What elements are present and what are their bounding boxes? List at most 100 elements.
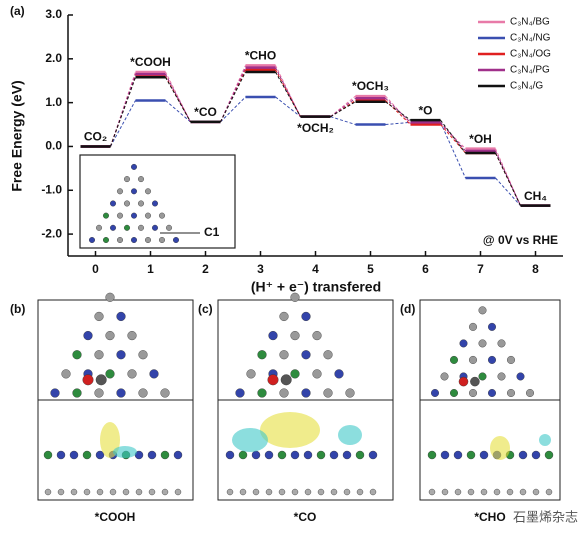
- atom: [277, 450, 287, 460]
- atom: [225, 450, 235, 460]
- x-tick-label: 7: [477, 262, 484, 276]
- panel-caption: *COOH: [95, 510, 136, 524]
- atom: [290, 292, 300, 302]
- connector: [220, 69, 246, 123]
- atom: [323, 350, 333, 360]
- atom: [144, 236, 151, 243]
- step-label: CH₄: [524, 189, 547, 203]
- atom: [109, 200, 116, 207]
- atom: [72, 350, 82, 360]
- atom: [135, 488, 143, 496]
- connector: [495, 177, 521, 206]
- atom: [173, 450, 183, 460]
- atom: [83, 330, 93, 341]
- atom: [441, 488, 449, 496]
- x-tick-label: 8: [532, 262, 539, 276]
- atom: [147, 450, 157, 460]
- atom: [123, 176, 130, 183]
- atom: [130, 236, 137, 243]
- atom: [526, 389, 535, 398]
- atom: [144, 188, 151, 195]
- connector: [385, 121, 411, 126]
- connector: [220, 71, 246, 123]
- atom: [82, 450, 92, 460]
- atom: [428, 488, 436, 496]
- atom: [95, 224, 102, 231]
- connector: [330, 101, 356, 118]
- step-label: *OH: [469, 132, 492, 146]
- atom: [130, 163, 137, 170]
- connector: [275, 96, 301, 118]
- connector: [165, 76, 191, 123]
- atom: [431, 389, 440, 398]
- atom: [172, 236, 179, 243]
- adsorbate-atom: [95, 374, 107, 386]
- atom: [105, 292, 115, 302]
- panel-label: (b): [10, 302, 25, 316]
- atom: [268, 330, 278, 341]
- connector: [385, 101, 411, 121]
- atom: [343, 488, 351, 496]
- atom: [70, 488, 78, 496]
- atom: [158, 236, 165, 243]
- step-label: CO₂: [84, 130, 107, 144]
- connector: [440, 122, 466, 152]
- x-tick-label: 3: [257, 262, 264, 276]
- connector: [440, 119, 466, 154]
- atom: [94, 311, 104, 322]
- atom: [478, 372, 487, 381]
- atom: [138, 350, 148, 360]
- atom: [102, 212, 109, 219]
- atom: [453, 450, 463, 460]
- adsorbate-atom: [82, 374, 94, 386]
- atom: [127, 330, 137, 341]
- atom: [532, 488, 540, 496]
- atom: [130, 212, 137, 219]
- atom: [342, 450, 352, 460]
- atom: [61, 369, 71, 379]
- atom: [130, 188, 137, 195]
- atom: [144, 212, 151, 219]
- atom: [507, 355, 516, 364]
- connector: [330, 97, 356, 118]
- atom: [323, 388, 333, 398]
- atom: [450, 389, 459, 398]
- atom: [279, 311, 289, 322]
- panel-label: (a): [10, 4, 25, 18]
- connector: [385, 100, 411, 125]
- atom: [450, 355, 459, 364]
- atom: [469, 355, 478, 364]
- atom: [301, 388, 311, 398]
- legend-label: C₃N₄/OG: [510, 49, 551, 60]
- atom: [57, 488, 65, 496]
- atom: [459, 339, 468, 348]
- step-label: *OCH₂: [297, 121, 334, 135]
- connector: [385, 95, 411, 125]
- atom: [278, 488, 286, 496]
- atom: [116, 311, 126, 322]
- atom: [251, 450, 261, 460]
- atom: [94, 350, 104, 360]
- atom: [50, 388, 60, 398]
- connector: [330, 100, 356, 118]
- atom: [88, 236, 95, 243]
- atom: [160, 388, 170, 398]
- atom: [116, 188, 123, 195]
- atom: [356, 488, 364, 496]
- atom: [151, 224, 158, 231]
- atom: [301, 350, 311, 360]
- atom: [122, 488, 130, 496]
- atom: [96, 488, 104, 496]
- adsorbate-atom: [470, 376, 480, 387]
- inset-frame: [79, 154, 236, 249]
- watermark: 石墨烯杂志: [513, 509, 578, 524]
- charge-density: [113, 446, 137, 458]
- atom: [516, 372, 525, 381]
- atom: [174, 488, 182, 496]
- connector: [110, 71, 136, 147]
- legend-label: C₃N₄/NG: [510, 33, 551, 44]
- atom: [123, 224, 130, 231]
- x-tick-label: 4: [312, 262, 319, 276]
- charge-density: [539, 434, 551, 446]
